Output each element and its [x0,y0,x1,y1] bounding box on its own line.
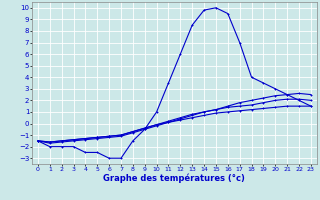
X-axis label: Graphe des températures (°c): Graphe des températures (°c) [103,173,245,183]
